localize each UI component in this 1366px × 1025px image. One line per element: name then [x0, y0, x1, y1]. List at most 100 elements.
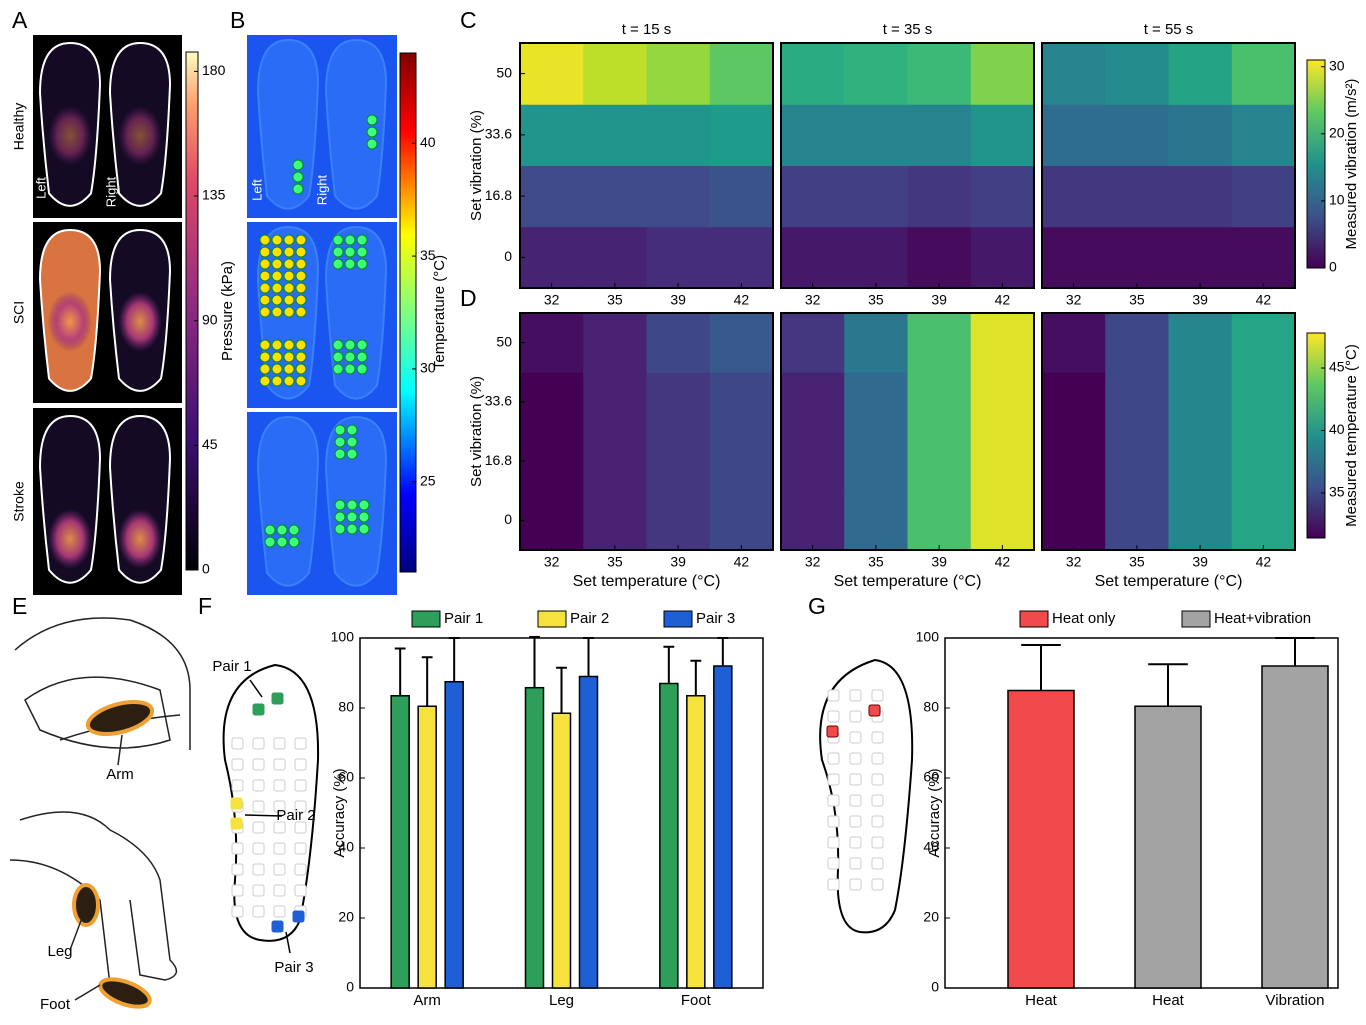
heatmap-cell: [1169, 491, 1233, 551]
bar: [418, 706, 436, 988]
x-tick-label: 35: [868, 292, 884, 308]
heatmap-cell: [1105, 313, 1169, 373]
y-axis-label: Set vibration (%): [468, 376, 485, 487]
legend-swatch: [1020, 611, 1048, 627]
colorbar-label: Temperature (°C): [431, 255, 448, 370]
x-axis-label: Set temperature (°C): [834, 573, 982, 590]
thermal-dot: [347, 449, 357, 459]
y-tick-label: 0: [931, 979, 939, 995]
x-tick-label: 39: [931, 292, 947, 308]
heatmap-cell: [1232, 372, 1296, 432]
colorbar-tick-label: 45: [202, 436, 218, 452]
heatmap-cell: [908, 432, 972, 492]
heatmap-cell: [1042, 104, 1106, 166]
actuator: [253, 864, 264, 875]
heatmap-cell: [844, 104, 908, 166]
thermal-dot: [335, 524, 345, 534]
heatmap-cell: [710, 491, 774, 551]
heatmap-cell: [1105, 372, 1169, 432]
thermal-dot: [284, 352, 294, 362]
thermal-dot: [333, 340, 343, 350]
actuator: [253, 801, 264, 812]
actuator: [274, 906, 285, 917]
foot-outline: [326, 40, 386, 209]
heatmap-cell: [844, 166, 908, 228]
heatmap-cell: [844, 227, 908, 289]
actuator: [872, 732, 883, 743]
x-tick-label: 35: [607, 292, 623, 308]
heatmap-cell: [971, 104, 1035, 166]
legend-label: Pair 2: [570, 610, 609, 627]
thermal-dot: [347, 425, 357, 435]
heatmap-cell: [1042, 372, 1106, 432]
thermal-dot: [296, 376, 306, 386]
thermal-dot: [272, 340, 282, 350]
thermal-dot: [277, 525, 287, 535]
panel-letter: B: [230, 7, 245, 33]
x-tick-label: Heat: [1025, 992, 1058, 1009]
thermal-dot: [347, 524, 357, 534]
heatmap-cell: [971, 372, 1035, 432]
heatmap-cell: [520, 166, 584, 228]
actuator: [253, 906, 264, 917]
side-label: Right: [314, 174, 329, 205]
bar: [526, 688, 544, 988]
pressure-blob: [48, 292, 92, 352]
side-label: Left: [33, 177, 48, 199]
thermal-dot: [367, 127, 377, 137]
pressure-blob: [118, 509, 162, 569]
heatmap-cell: [1042, 43, 1106, 105]
actuator: [232, 738, 243, 749]
heatmap-cell: [1169, 43, 1233, 105]
heatmap-cell: [1042, 313, 1106, 373]
x-tick-label: 39: [1192, 292, 1208, 308]
actuator: [274, 780, 285, 791]
heatmap-cell: [1232, 313, 1296, 373]
row-label: Stroke: [11, 481, 27, 522]
thermal-dot: [284, 307, 294, 317]
thermal-dot: [272, 271, 282, 281]
heatmap-cell: [844, 432, 908, 492]
thermal-dot: [296, 259, 306, 269]
subplot-title: t = 15 s: [622, 21, 672, 38]
thermal-dot: [359, 512, 369, 522]
heatmap-cell: [647, 491, 711, 551]
thermal-dot: [296, 247, 306, 257]
thermal-dot: [357, 259, 367, 269]
actuator: [850, 732, 861, 743]
actuator: [872, 858, 883, 869]
colorbar: [1307, 333, 1325, 538]
pair-annotation: Pair 1: [212, 658, 251, 675]
colorbar-label: Measured vibration (m/s²): [1343, 79, 1360, 250]
x-tick-label: 32: [805, 554, 821, 570]
legend-swatch: [412, 611, 440, 627]
y-tick-label: 0: [504, 248, 512, 264]
panel-letter: F: [198, 593, 212, 619]
actuator: [828, 711, 839, 722]
thermal-dot: [260, 271, 270, 281]
actuator: [232, 780, 243, 791]
actuator: [253, 885, 264, 896]
bar: [391, 696, 409, 988]
bar: [445, 682, 463, 988]
bar: [660, 684, 678, 989]
actuator: [231, 818, 242, 829]
y-tick-label: 33.6: [485, 393, 512, 409]
colorbar-tick-label: 135: [202, 187, 226, 203]
colorbar-tick-label: 25: [420, 472, 436, 488]
heatmap-cell: [647, 313, 711, 373]
thermal-dot: [272, 295, 282, 305]
y-axis-label: Accuracy (%): [926, 768, 943, 857]
x-tick-label: 42: [1256, 292, 1272, 308]
actuator: [869, 705, 880, 716]
legend-label: Pair 3: [696, 610, 735, 627]
x-tick-label: 39: [670, 554, 686, 570]
actuator: [828, 753, 839, 764]
colorbar-label: Measured temperature (°C): [1343, 344, 1360, 527]
thermal-dot: [284, 364, 294, 374]
actuator: [828, 690, 839, 701]
thermal-dot: [284, 376, 294, 386]
thermal-dot: [296, 364, 306, 374]
actuator: [295, 780, 306, 791]
actuator: [850, 711, 861, 722]
